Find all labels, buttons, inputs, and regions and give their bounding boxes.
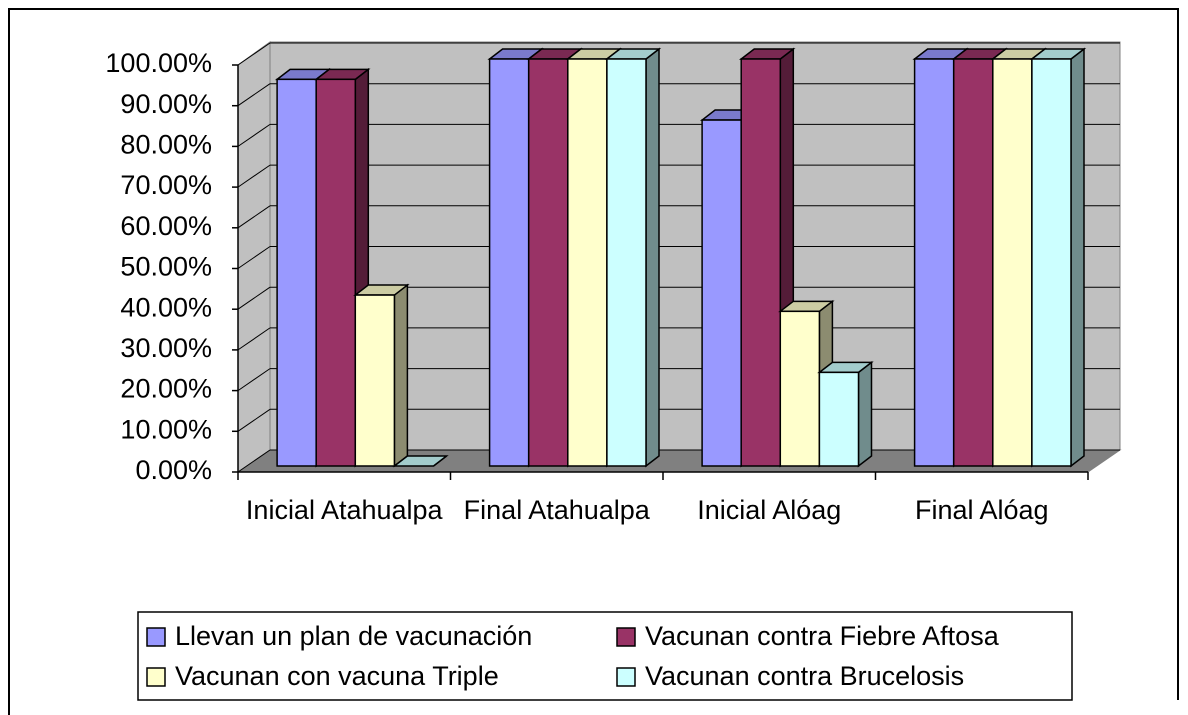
grid-line-side (237, 449, 271, 473)
bar (992, 58, 1033, 467)
y-tick-label: 100.00% (105, 48, 212, 78)
bar-side (393, 283, 409, 468)
bar (779, 310, 821, 467)
x-tick-label: Inicial Alóag (697, 495, 841, 525)
grid-line-side (237, 83, 271, 107)
grid-line-side (237, 408, 271, 432)
legend-label: Vacunan contra Fiebre Aftosa (645, 621, 1000, 651)
bar-side (645, 47, 660, 468)
y-tick-label: 60.00% (120, 211, 212, 241)
grid-line-side (237, 164, 271, 188)
grid-line-side (237, 123, 271, 147)
y-tick-label: 20.00% (120, 374, 212, 404)
bar (740, 58, 782, 467)
y-tick-label: 30.00% (120, 333, 212, 363)
x-tick-label: Final Alóag (915, 495, 1049, 525)
y-tick-label: 80.00% (120, 130, 212, 160)
grid-line-side (237, 368, 271, 392)
grid-line-side (237, 327, 271, 351)
legend-box (137, 611, 1073, 701)
y-tick-label: 0.00% (135, 455, 212, 485)
x-tick-label: Final Atahualpa (464, 495, 651, 525)
bar (276, 78, 317, 467)
bar-top (392, 455, 449, 467)
grid-line-side (237, 246, 271, 269)
bar (1031, 58, 1072, 467)
bar (952, 58, 994, 467)
y-tick-label: 10.00% (120, 414, 212, 444)
bar (315, 78, 357, 467)
bar (488, 58, 530, 467)
bar (913, 58, 955, 467)
grid-line-side (237, 205, 271, 229)
legend-swatch (616, 667, 636, 687)
legend-swatch (616, 627, 636, 647)
bar (567, 58, 608, 467)
y-tick-label: 70.00% (120, 170, 212, 200)
bar (527, 58, 569, 467)
grid-line-side (237, 286, 271, 310)
x-tick-label: Inicial Atahualpa (246, 495, 444, 525)
y-tick-label: 40.00% (120, 292, 212, 322)
legend-label: Vacunan contra Brucelosis (645, 661, 964, 691)
grid-line-side (237, 42, 271, 66)
y-tick-label: 90.00% (120, 89, 212, 119)
bar (354, 294, 396, 467)
bar (606, 58, 647, 467)
legend-label: Vacunan con vacuna Triple (175, 661, 499, 691)
chart-frame (8, 8, 1179, 715)
bar-side (857, 360, 873, 468)
bar (818, 371, 860, 467)
legend-swatch (146, 627, 166, 647)
legend-label: Llevan un plan de vacunación (175, 621, 532, 651)
bar (701, 119, 742, 467)
legend-swatch (146, 667, 166, 687)
y-tick-label: 50.00% (120, 252, 212, 282)
bar-side (1070, 47, 1085, 468)
